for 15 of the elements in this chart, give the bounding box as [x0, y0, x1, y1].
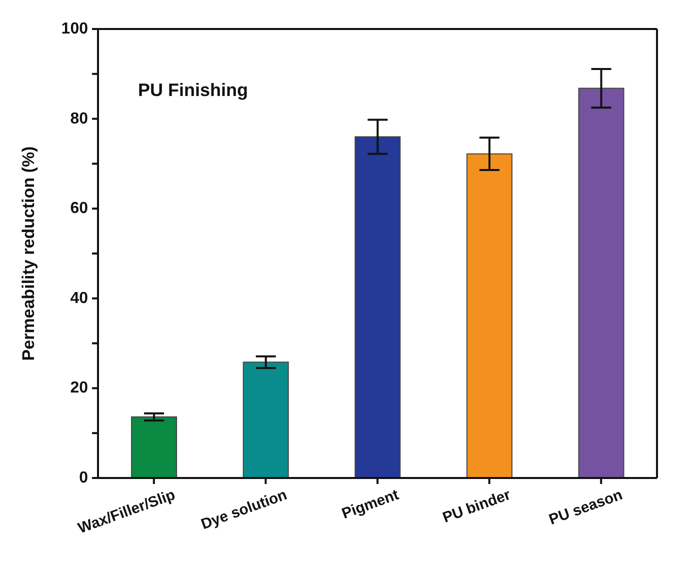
- y-tick-label: 100: [61, 20, 88, 38]
- x-tick-label: PU season: [546, 486, 625, 529]
- bar: [466, 153, 512, 478]
- y-tick-label: 40: [70, 290, 88, 307]
- y-tick-label: 80: [70, 110, 88, 128]
- x-tick-label: PU binder: [440, 486, 514, 527]
- y-tick-label: 60: [70, 200, 88, 218]
- y-tick-label: 20: [70, 380, 88, 397]
- annotation: PU Finishing: [138, 80, 248, 101]
- bar: [578, 88, 624, 478]
- y-tick-label: 0: [79, 470, 88, 486]
- bar: [354, 136, 401, 478]
- y-axis-title: Permeability reduction (%): [19, 146, 38, 361]
- bar: [242, 362, 289, 478]
- bar: [131, 416, 178, 478]
